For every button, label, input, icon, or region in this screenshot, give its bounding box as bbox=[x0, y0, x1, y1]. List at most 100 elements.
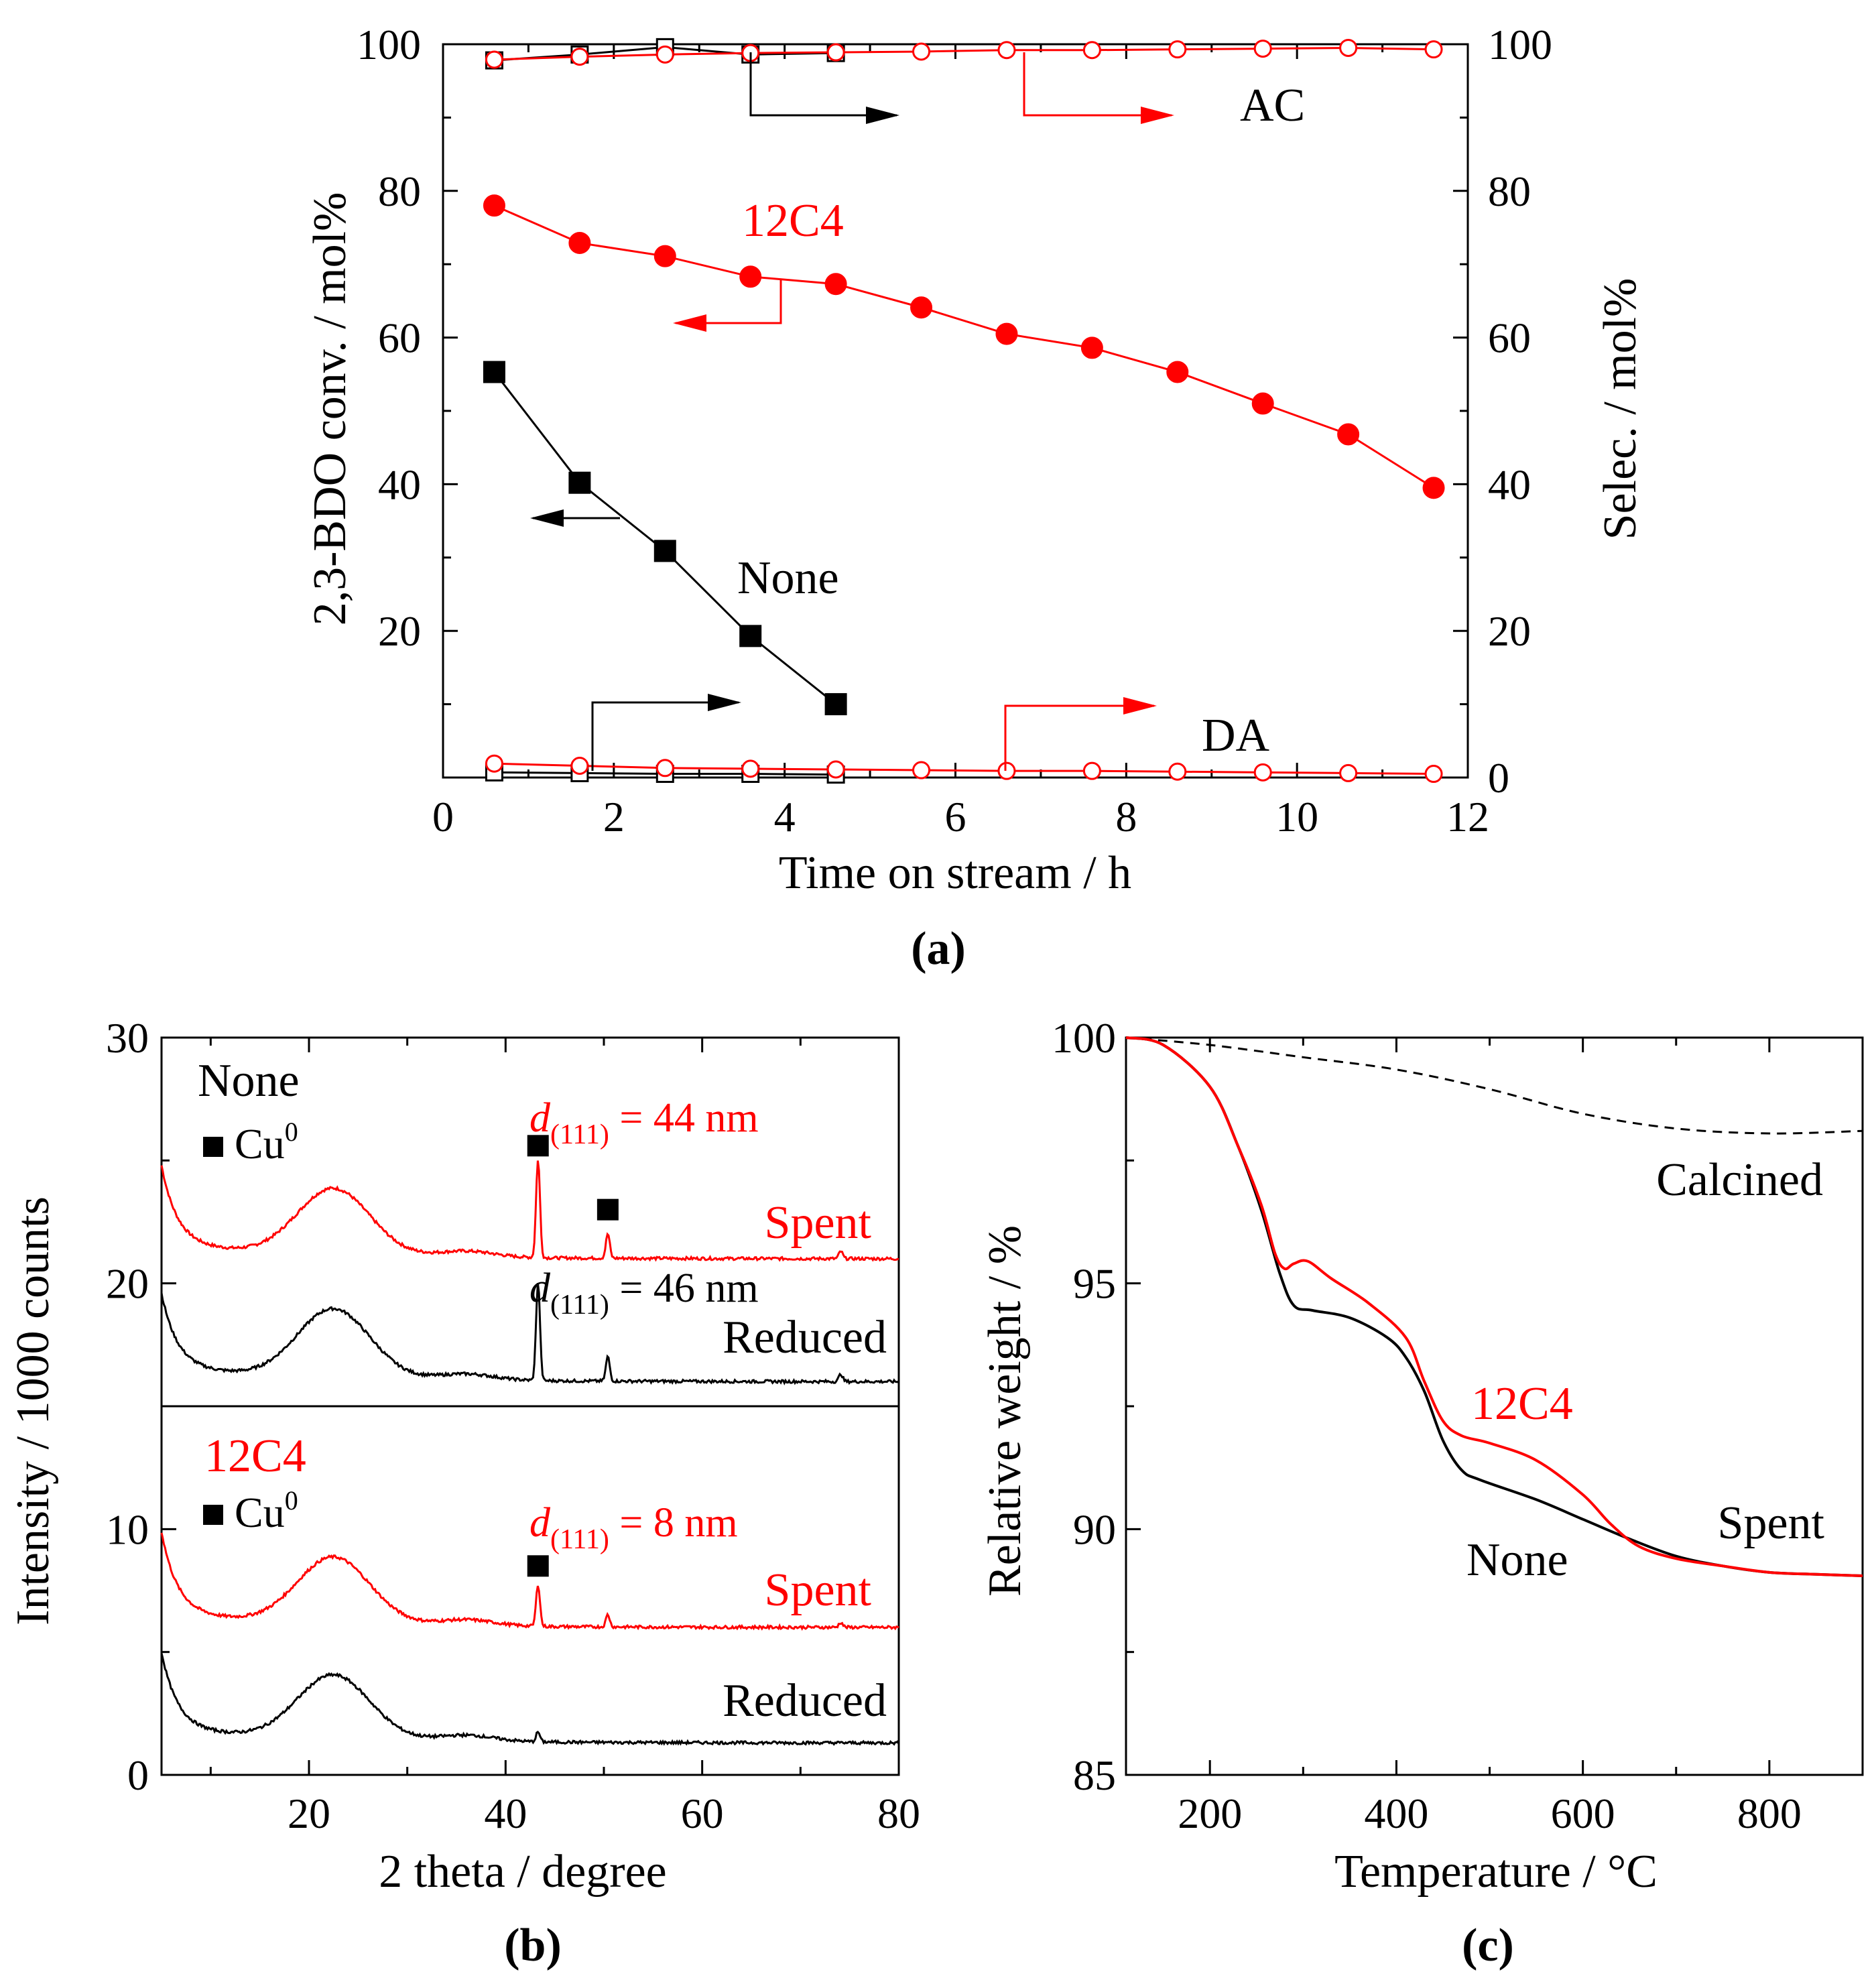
chart-a-arrow-none-conv bbox=[530, 509, 620, 527]
chart-a-arrow-none-ac-head bbox=[866, 107, 899, 124]
chart-c-ytick-label: 85 bbox=[1073, 1751, 1116, 1799]
chart-a-marker bbox=[568, 231, 591, 254]
chart-a-y2tick-label: 40 bbox=[1488, 460, 1531, 508]
chart-c-xtick-label: 800 bbox=[1737, 1790, 1802, 1837]
chart-a-marker bbox=[653, 540, 676, 562]
chart-a-y2tick-label: 60 bbox=[1488, 314, 1531, 362]
chart-b-d-none-reduced: d(111) = 46 nm bbox=[529, 1265, 759, 1320]
chart-c-ytick-label: 90 bbox=[1073, 1505, 1116, 1553]
chart-a-arrow-12c4-ac bbox=[1023, 52, 1174, 124]
chart-a-marker bbox=[739, 265, 762, 288]
chart-a-marker bbox=[483, 194, 505, 217]
chart-b-xtick-label: 60 bbox=[681, 1790, 724, 1837]
chart-a-y2tick-label: 80 bbox=[1488, 168, 1531, 215]
chart-b-legend-cu-square bbox=[203, 1137, 223, 1157]
chart-a-arrow-12c4-da-head bbox=[1123, 697, 1157, 715]
chart-a-xtick-label: 6 bbox=[945, 793, 966, 841]
chart-c-label-none: None bbox=[1466, 1534, 1568, 1586]
chart-a-marker bbox=[1424, 40, 1443, 59]
chart-a-arrow-12c4-da-line bbox=[1004, 704, 1154, 771]
chart-a-marker bbox=[1337, 423, 1360, 446]
chart-a-marker bbox=[1422, 477, 1445, 499]
chart-a-arrow-12c4-ac-head bbox=[1141, 107, 1174, 124]
chart-a-arrow-12c4-conv-line bbox=[676, 280, 782, 324]
chart-a-arrow-12c4-da bbox=[1004, 697, 1157, 771]
chart-a-marker bbox=[741, 759, 760, 778]
chart-c-xlabel: Temperature / °C bbox=[1334, 1846, 1658, 1898]
chart-a-xlabel: Time on stream / h bbox=[779, 847, 1131, 899]
chart-b-ytick-label: 20 bbox=[106, 1260, 149, 1308]
chart-a-y2label: Selec. / mol% bbox=[1594, 278, 1646, 540]
chart-a-xtick-label: 12 bbox=[1446, 793, 1489, 841]
chart-a-arrow-none-da bbox=[591, 694, 741, 771]
chart-a-arrow-none-da-line bbox=[591, 701, 739, 771]
chart-a-marker bbox=[570, 756, 589, 775]
chart-b-label-reduced-2: Reduced bbox=[723, 1675, 887, 1727]
chart-b-d-12c4-spent: d(111) = 8 nm bbox=[529, 1500, 738, 1555]
chart-a-marker bbox=[1253, 40, 1272, 58]
chart-a-xtick-label: 10 bbox=[1275, 793, 1318, 841]
chart-b-series-line bbox=[160, 1532, 899, 1631]
chart-b-legend-cu: Cu0 bbox=[235, 1117, 298, 1168]
chart-b-series-line bbox=[160, 1160, 899, 1262]
chart-a-marker bbox=[1166, 361, 1189, 383]
chart-c-ytick-label: 95 bbox=[1073, 1260, 1116, 1308]
chart-a-marker bbox=[485, 50, 503, 69]
chart-b: 20 40 60 80 0 10 20 30 2 theta / degree Intensity… bbox=[7, 1014, 920, 1971]
chart-a-ytick-label: 80 bbox=[378, 168, 421, 215]
chart-a-marker bbox=[739, 625, 762, 647]
chart-a-arrow-12c4-conv bbox=[673, 280, 782, 332]
chart-b-ytick-label: 30 bbox=[106, 1014, 149, 1062]
chart-a-xtick-label: 2 bbox=[603, 793, 625, 841]
chart-c-series-line bbox=[1125, 1036, 1863, 1577]
chart-a-arrow-none-da-head bbox=[708, 694, 741, 711]
chart-a-xtick-label: 8 bbox=[1115, 793, 1137, 841]
chart-b-cu-marker bbox=[527, 1555, 549, 1577]
chart-a-marker bbox=[655, 759, 674, 778]
chart-a-marker bbox=[824, 693, 847, 716]
chart-c-xtick-label: 400 bbox=[1364, 1790, 1428, 1837]
chart-a-series-line bbox=[493, 204, 1434, 489]
chart-a-arrow-none-ac-line bbox=[749, 52, 897, 117]
chart-c-label-calcined: Calcined bbox=[1656, 1154, 1823, 1206]
chart-c-label-12c4: 12C4 bbox=[1471, 1378, 1573, 1430]
chart-a-marker bbox=[910, 296, 933, 319]
chart-b-legend-cu-2: Cu0 bbox=[235, 1485, 298, 1536]
chart-a-ylabel: 2,3-BDO conv. / mol% bbox=[304, 192, 356, 626]
chart-b-series-line bbox=[160, 1283, 899, 1385]
chart-a-marker bbox=[997, 41, 1016, 60]
chart-c: 200 400 600 800 85 90 95 100 Temperature / °C Rel… bbox=[979, 1014, 1864, 1971]
chart-a-arrow-none-conv-head bbox=[530, 509, 564, 527]
chart-a-marker bbox=[1339, 38, 1358, 57]
chart-b-cu-marker bbox=[527, 1135, 549, 1157]
chart-a-marker bbox=[826, 760, 845, 779]
chart-a-label-da: DA bbox=[1202, 710, 1270, 761]
chart-a-marker bbox=[1168, 762, 1187, 781]
chart-c-series-line bbox=[1125, 1036, 1863, 1135]
chart-a-marker bbox=[653, 245, 676, 267]
chart-c-ytick-label: 100 bbox=[1052, 1014, 1116, 1062]
chart-a-arrow-12c4-conv-head bbox=[673, 314, 706, 332]
chart-a-series-line bbox=[494, 46, 1434, 61]
chart-b-ytick-label: 10 bbox=[106, 1505, 149, 1553]
chart-c-xtick-label: 200 bbox=[1178, 1790, 1242, 1837]
chart-a-marker bbox=[1168, 40, 1187, 59]
chart-c-label-spent: Spent bbox=[1718, 1497, 1825, 1549]
chart-a-markers bbox=[483, 38, 1445, 784]
chart-b-label-spent-1: Spent bbox=[765, 1197, 872, 1249]
chart-a-marker bbox=[570, 48, 589, 66]
chart-a-marker bbox=[483, 361, 505, 383]
chart-b-xtick-label: 80 bbox=[877, 1790, 920, 1837]
chart-b-label-reduced-1: Reduced bbox=[723, 1312, 887, 1363]
chart-a-marker bbox=[995, 322, 1018, 345]
chart-a-y2tick-label: 20 bbox=[1488, 607, 1531, 655]
chart-a-marker bbox=[912, 42, 931, 61]
chart-a-caption: (a) bbox=[911, 923, 966, 975]
chart-a-xtick-label: 0 bbox=[432, 793, 454, 841]
chart-a-series-line bbox=[494, 762, 1434, 776]
chart-c-xtick-label: 600 bbox=[1551, 1790, 1615, 1837]
chart-a-y2tick-label: 100 bbox=[1488, 21, 1552, 68]
chart-c-ylabel: Relative weight / % bbox=[979, 1225, 1031, 1597]
chart-a-marker bbox=[1339, 763, 1358, 782]
chart-a-frame bbox=[442, 43, 1469, 779]
